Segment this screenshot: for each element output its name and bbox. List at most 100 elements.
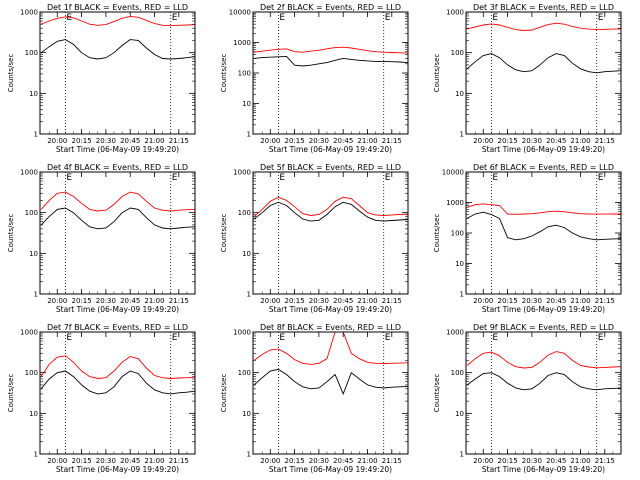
y-tick-label: 100	[451, 49, 464, 57]
x-tick-label: 21:00	[570, 137, 590, 145]
x-tick-label: 20:45	[333, 297, 353, 305]
event-marker-label: E	[385, 333, 391, 343]
plot-frame	[39, 331, 196, 455]
x-tick-label: 20:00	[47, 457, 67, 465]
x-tick-label: 20:30	[522, 457, 542, 465]
event-marker-label: E	[172, 173, 178, 183]
x-tick-label: 20:00	[473, 457, 493, 465]
events-series-line	[254, 55, 409, 67]
lld-series-line	[466, 351, 622, 369]
panel-det-2: Det 2f BLACK = Events, RED = LLD 1 10 100 10…	[220, 3, 409, 154]
x-tick-label: 21:00	[144, 457, 164, 465]
x-tick-label: 21:15	[595, 297, 615, 305]
y-tick-label: 10000	[229, 9, 251, 17]
y-tick-label: 1	[34, 131, 38, 139]
y-tick-label: 10	[29, 250, 38, 258]
x-tick-label: 20:00	[47, 297, 67, 305]
panel-title: Det 5f BLACK = Events, RED = LLD	[260, 163, 401, 172]
plot-frame	[252, 331, 409, 455]
event-marker-label: E	[385, 173, 391, 183]
y-tick-label: 10	[455, 90, 464, 98]
y-tick-label: 10	[242, 410, 251, 418]
panel-title: Det 6f BLACK = Events, RED = LLD	[473, 163, 614, 172]
x-tick-label: 20:15	[71, 137, 91, 145]
plot-frame	[252, 11, 409, 135]
panel-det-9: Det 9f BLACK = Events, RED = LLD 1 10 100 10…	[433, 323, 622, 474]
event-marker-label: E	[598, 333, 604, 343]
events-series-line	[466, 53, 622, 74]
x-tick-label: 20:15	[497, 137, 517, 145]
x-tick-label: 20:15	[284, 457, 304, 465]
x-tick-label: 20:00	[473, 297, 493, 305]
y-axis-label: Counts/sec	[7, 214, 15, 253]
panel-det-1: Det 1f BLACK = Events, RED = LLD 1 10 100 10…	[7, 3, 196, 154]
x-tick-label: 20:15	[71, 457, 91, 465]
events-series-line	[253, 201, 409, 222]
y-tick-label: 1	[247, 131, 251, 139]
events-series-line	[40, 207, 196, 230]
panel-title: Det 7f BLACK = Events, RED = LLD	[47, 323, 188, 332]
x-tick-label: 20:30	[522, 137, 542, 145]
x-axis-label: Start Time (06-May-09 19:49:20)	[56, 305, 179, 314]
panel-det-6: Det 6f BLACK = Events, RED = LLD 1 10 100 10…	[433, 163, 622, 314]
x-tick-label: 21:00	[144, 297, 164, 305]
y-tick-label: 1	[247, 451, 251, 459]
x-tick-label: 20:00	[260, 137, 280, 145]
lld-series-line	[40, 15, 196, 27]
y-axis-label: Counts/sec	[220, 374, 228, 413]
panel-det-4: Det 4f BLACK = Events, RED = LLD 1 10 100 10…	[7, 163, 196, 314]
x-tick-label: 21:00	[357, 137, 377, 145]
x-axis-label: Start Time (06-May-09 19:49:20)	[482, 305, 605, 314]
panel-title: Det 2f BLACK = Events, RED = LLD	[260, 3, 401, 12]
event-marker-label: E	[279, 333, 285, 343]
y-tick-label: 10000	[442, 169, 464, 177]
y-tick-label: 100	[25, 369, 38, 377]
y-tick-label: 1000	[20, 9, 38, 17]
panel-title: Det 1f BLACK = Events, RED = LLD	[47, 3, 188, 12]
y-tick-label: 1	[460, 291, 464, 299]
lld-series-line	[253, 196, 409, 217]
x-tick-label: 21:15	[169, 297, 189, 305]
y-axis-label: Counts/sec	[433, 54, 441, 93]
y-tick-label: 1000	[20, 169, 38, 177]
x-tick-label: 20:30	[309, 137, 329, 145]
y-tick-label: 1000	[446, 199, 464, 207]
x-tick-label: 21:15	[382, 297, 402, 305]
lld-series-line	[40, 191, 196, 212]
x-tick-label: 20:15	[497, 457, 517, 465]
x-tick-label: 20:00	[473, 137, 493, 145]
event-marker-label: E	[598, 173, 604, 183]
x-tick-label: 21:00	[357, 457, 377, 465]
x-tick-label: 20:45	[546, 457, 566, 465]
event-marker-label: E	[492, 173, 498, 183]
y-tick-label: 10	[242, 250, 251, 258]
x-tick-label: 21:15	[382, 457, 402, 465]
x-tick-label: 20:00	[260, 297, 280, 305]
y-tick-label: 10	[455, 410, 464, 418]
x-tick-label: 20:45	[546, 297, 566, 305]
lld-series-line	[466, 203, 621, 215]
x-axis-label: Start Time (06-May-09 19:49:20)	[269, 145, 392, 154]
x-tick-label: 20:15	[497, 297, 517, 305]
x-axis-label: Start Time (06-May-09 19:49:20)	[482, 465, 605, 474]
panel-det-8: Det 8f BLACK = Events, RED = LLD 1 10 100 10…	[220, 323, 409, 474]
x-tick-label: 21:15	[169, 137, 189, 145]
y-tick-label: 10	[29, 90, 38, 98]
plot-frame	[465, 171, 622, 295]
events-series-line	[40, 39, 196, 60]
y-tick-label: 100	[451, 369, 464, 377]
x-tick-label: 20:45	[120, 137, 140, 145]
x-tick-label: 21:00	[144, 137, 164, 145]
event-marker-label: E	[172, 13, 178, 23]
x-tick-label: 20:00	[260, 457, 280, 465]
y-tick-label: 1	[34, 451, 38, 459]
lld-series-line	[254, 46, 409, 54]
x-axis-label: Start Time (06-May-09 19:49:20)	[269, 305, 392, 314]
y-axis-label: Counts/sec	[433, 374, 441, 413]
event-marker-label: E	[66, 173, 72, 183]
y-tick-label: 1000	[446, 329, 464, 337]
x-tick-label: 20:30	[96, 297, 116, 305]
y-tick-label: 1	[34, 291, 38, 299]
x-tick-label: 20:30	[96, 457, 116, 465]
